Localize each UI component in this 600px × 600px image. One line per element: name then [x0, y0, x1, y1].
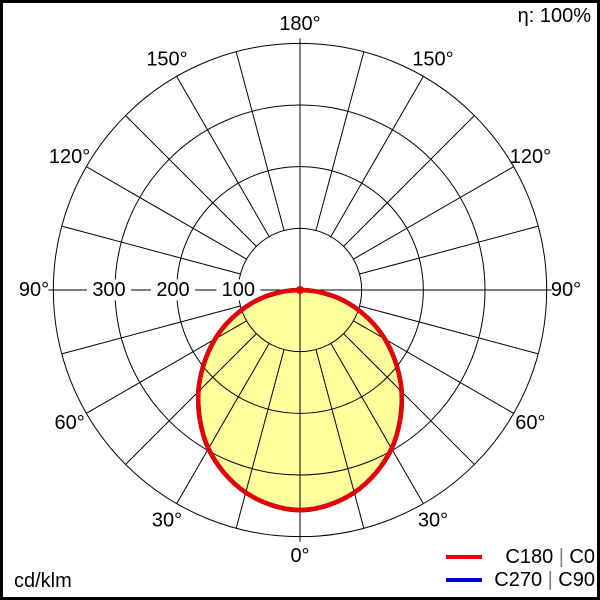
- legend-separator: |: [548, 569, 553, 591]
- angle-label-150: 150°: [146, 49, 187, 71]
- grid-radial-line: [61, 305, 241, 355]
- grid-radial-line: [359, 225, 539, 275]
- grid-radial-line: [330, 343, 424, 504]
- radial-tick-label-300: 300: [92, 279, 125, 301]
- legend-label-c270-c90: C270 | C90: [494, 569, 595, 591]
- legend-label-c180-c0: C180 | C0: [505, 546, 595, 568]
- radial-tick-label-200: 200: [156, 279, 189, 301]
- grid-radial-line: [176, 343, 270, 504]
- curve-origin-dot: [296, 286, 304, 294]
- grid-radial-line: [343, 115, 475, 247]
- angle-label-120: 120°: [510, 146, 551, 168]
- unit-label: cd/klm: [14, 570, 72, 592]
- grid-radial-line: [61, 225, 241, 275]
- grid-radial-line: [315, 349, 365, 529]
- grid-radial-line: [353, 166, 514, 260]
- legend: C180 | C0 C270 | C90: [446, 546, 595, 591]
- grid-radial-line: [235, 51, 285, 231]
- grid-radial-line: [235, 349, 285, 529]
- grid-radial-line: [315, 51, 365, 231]
- legend-label-part: C270: [494, 569, 542, 591]
- legend-label-part: C180: [505, 546, 553, 568]
- angle-label-120: 120°: [49, 146, 90, 168]
- angle-label-180: 180°: [279, 13, 320, 35]
- radial-tick-label-100: 100: [222, 279, 255, 301]
- legend-label-part: C90: [558, 569, 595, 591]
- angle-label-60: 60°: [515, 412, 545, 434]
- grid-radial-line: [343, 333, 475, 465]
- curve-c180-c0: [195, 287, 405, 513]
- legend-label-part: C0: [569, 546, 595, 568]
- legend-separator: |: [559, 546, 564, 568]
- grid-radial-line: [353, 320, 514, 414]
- grid-radial-line: [125, 115, 257, 247]
- generated-plot-layers: 100 200 300 180° 150° 150° 120° 120° 90° 90° 60° 60…: [19, 13, 581, 567]
- grid-radial-line: [86, 320, 247, 414]
- grid-radial-line: [86, 166, 247, 260]
- efficiency-label: η: 100%: [518, 5, 592, 27]
- radial-tick-label-mask: [87, 279, 131, 301]
- angle-label-90: 90°: [551, 279, 581, 301]
- angle-label-150: 150°: [412, 49, 453, 71]
- angle-label-0: 0°: [290, 545, 309, 567]
- radial-tick-label-mask: [151, 279, 195, 301]
- radial-tick-label-mask: [216, 279, 261, 301]
- grid-radial-line: [125, 333, 257, 465]
- angle-label-30: 30°: [152, 509, 182, 531]
- grid-radial-line: [359, 305, 539, 355]
- grid-radial-line: [330, 76, 424, 237]
- grid-radial-line: [176, 76, 270, 237]
- angle-label-30: 30°: [418, 509, 448, 531]
- angle-label-90: 90°: [19, 279, 49, 301]
- angle-label-60: 60°: [54, 412, 84, 434]
